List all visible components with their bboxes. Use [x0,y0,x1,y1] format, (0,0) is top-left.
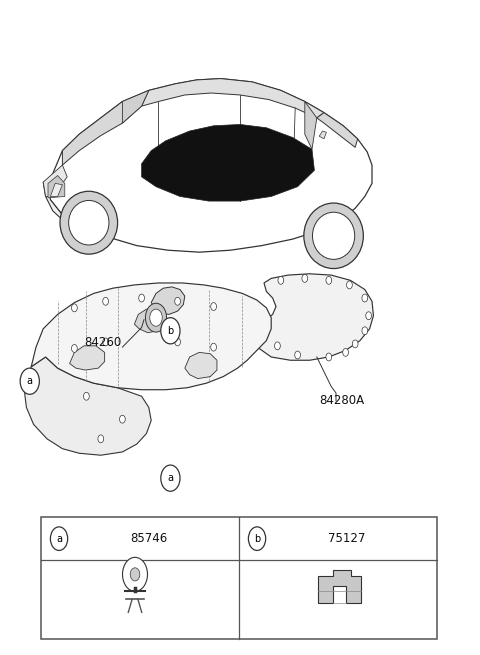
Circle shape [326,353,332,361]
Ellipse shape [304,203,363,269]
Circle shape [275,342,280,350]
Polygon shape [31,283,271,390]
Circle shape [103,338,108,346]
Circle shape [211,303,216,310]
Circle shape [139,294,144,302]
Polygon shape [185,352,217,379]
Circle shape [161,465,180,491]
Bar [41,517,437,639]
Polygon shape [43,165,67,196]
Polygon shape [43,182,108,244]
Circle shape [72,304,77,312]
Polygon shape [305,102,317,149]
Polygon shape [62,102,142,165]
Circle shape [120,415,125,423]
Circle shape [278,276,284,284]
Circle shape [366,312,372,320]
Circle shape [84,392,89,400]
Circle shape [122,557,147,591]
Circle shape [362,327,368,335]
Circle shape [103,297,108,305]
Ellipse shape [69,200,109,245]
Polygon shape [134,309,163,333]
Polygon shape [317,113,358,147]
Text: a: a [56,534,62,544]
Circle shape [211,343,216,351]
Text: 75127: 75127 [328,532,365,545]
Circle shape [343,348,348,356]
Text: 84280A: 84280A [319,394,364,407]
Circle shape [295,351,300,359]
Polygon shape [319,131,326,139]
Circle shape [347,281,352,289]
Polygon shape [151,287,185,314]
Circle shape [72,345,77,352]
Ellipse shape [60,191,118,254]
Polygon shape [48,176,65,198]
Circle shape [302,274,308,282]
Text: 85746: 85746 [130,532,167,545]
Text: b: b [167,326,174,336]
Text: 84260: 84260 [84,336,121,349]
Polygon shape [48,79,372,252]
Circle shape [20,368,39,394]
Polygon shape [70,346,105,370]
Polygon shape [142,79,324,118]
Circle shape [130,568,140,581]
Text: b: b [254,534,260,544]
Polygon shape [122,90,149,123]
Circle shape [362,294,368,302]
Text: a: a [27,376,33,386]
Polygon shape [142,124,314,201]
Polygon shape [24,357,151,455]
Circle shape [98,435,104,443]
Ellipse shape [312,212,355,259]
Circle shape [150,309,162,326]
Circle shape [175,338,180,346]
Circle shape [50,527,68,550]
Polygon shape [50,183,62,196]
Circle shape [249,527,265,550]
Circle shape [326,276,332,284]
Circle shape [175,297,180,305]
Circle shape [145,303,167,332]
Circle shape [352,340,358,348]
Text: a: a [168,473,173,483]
Polygon shape [318,570,361,603]
Polygon shape [254,274,373,360]
Circle shape [161,318,180,344]
